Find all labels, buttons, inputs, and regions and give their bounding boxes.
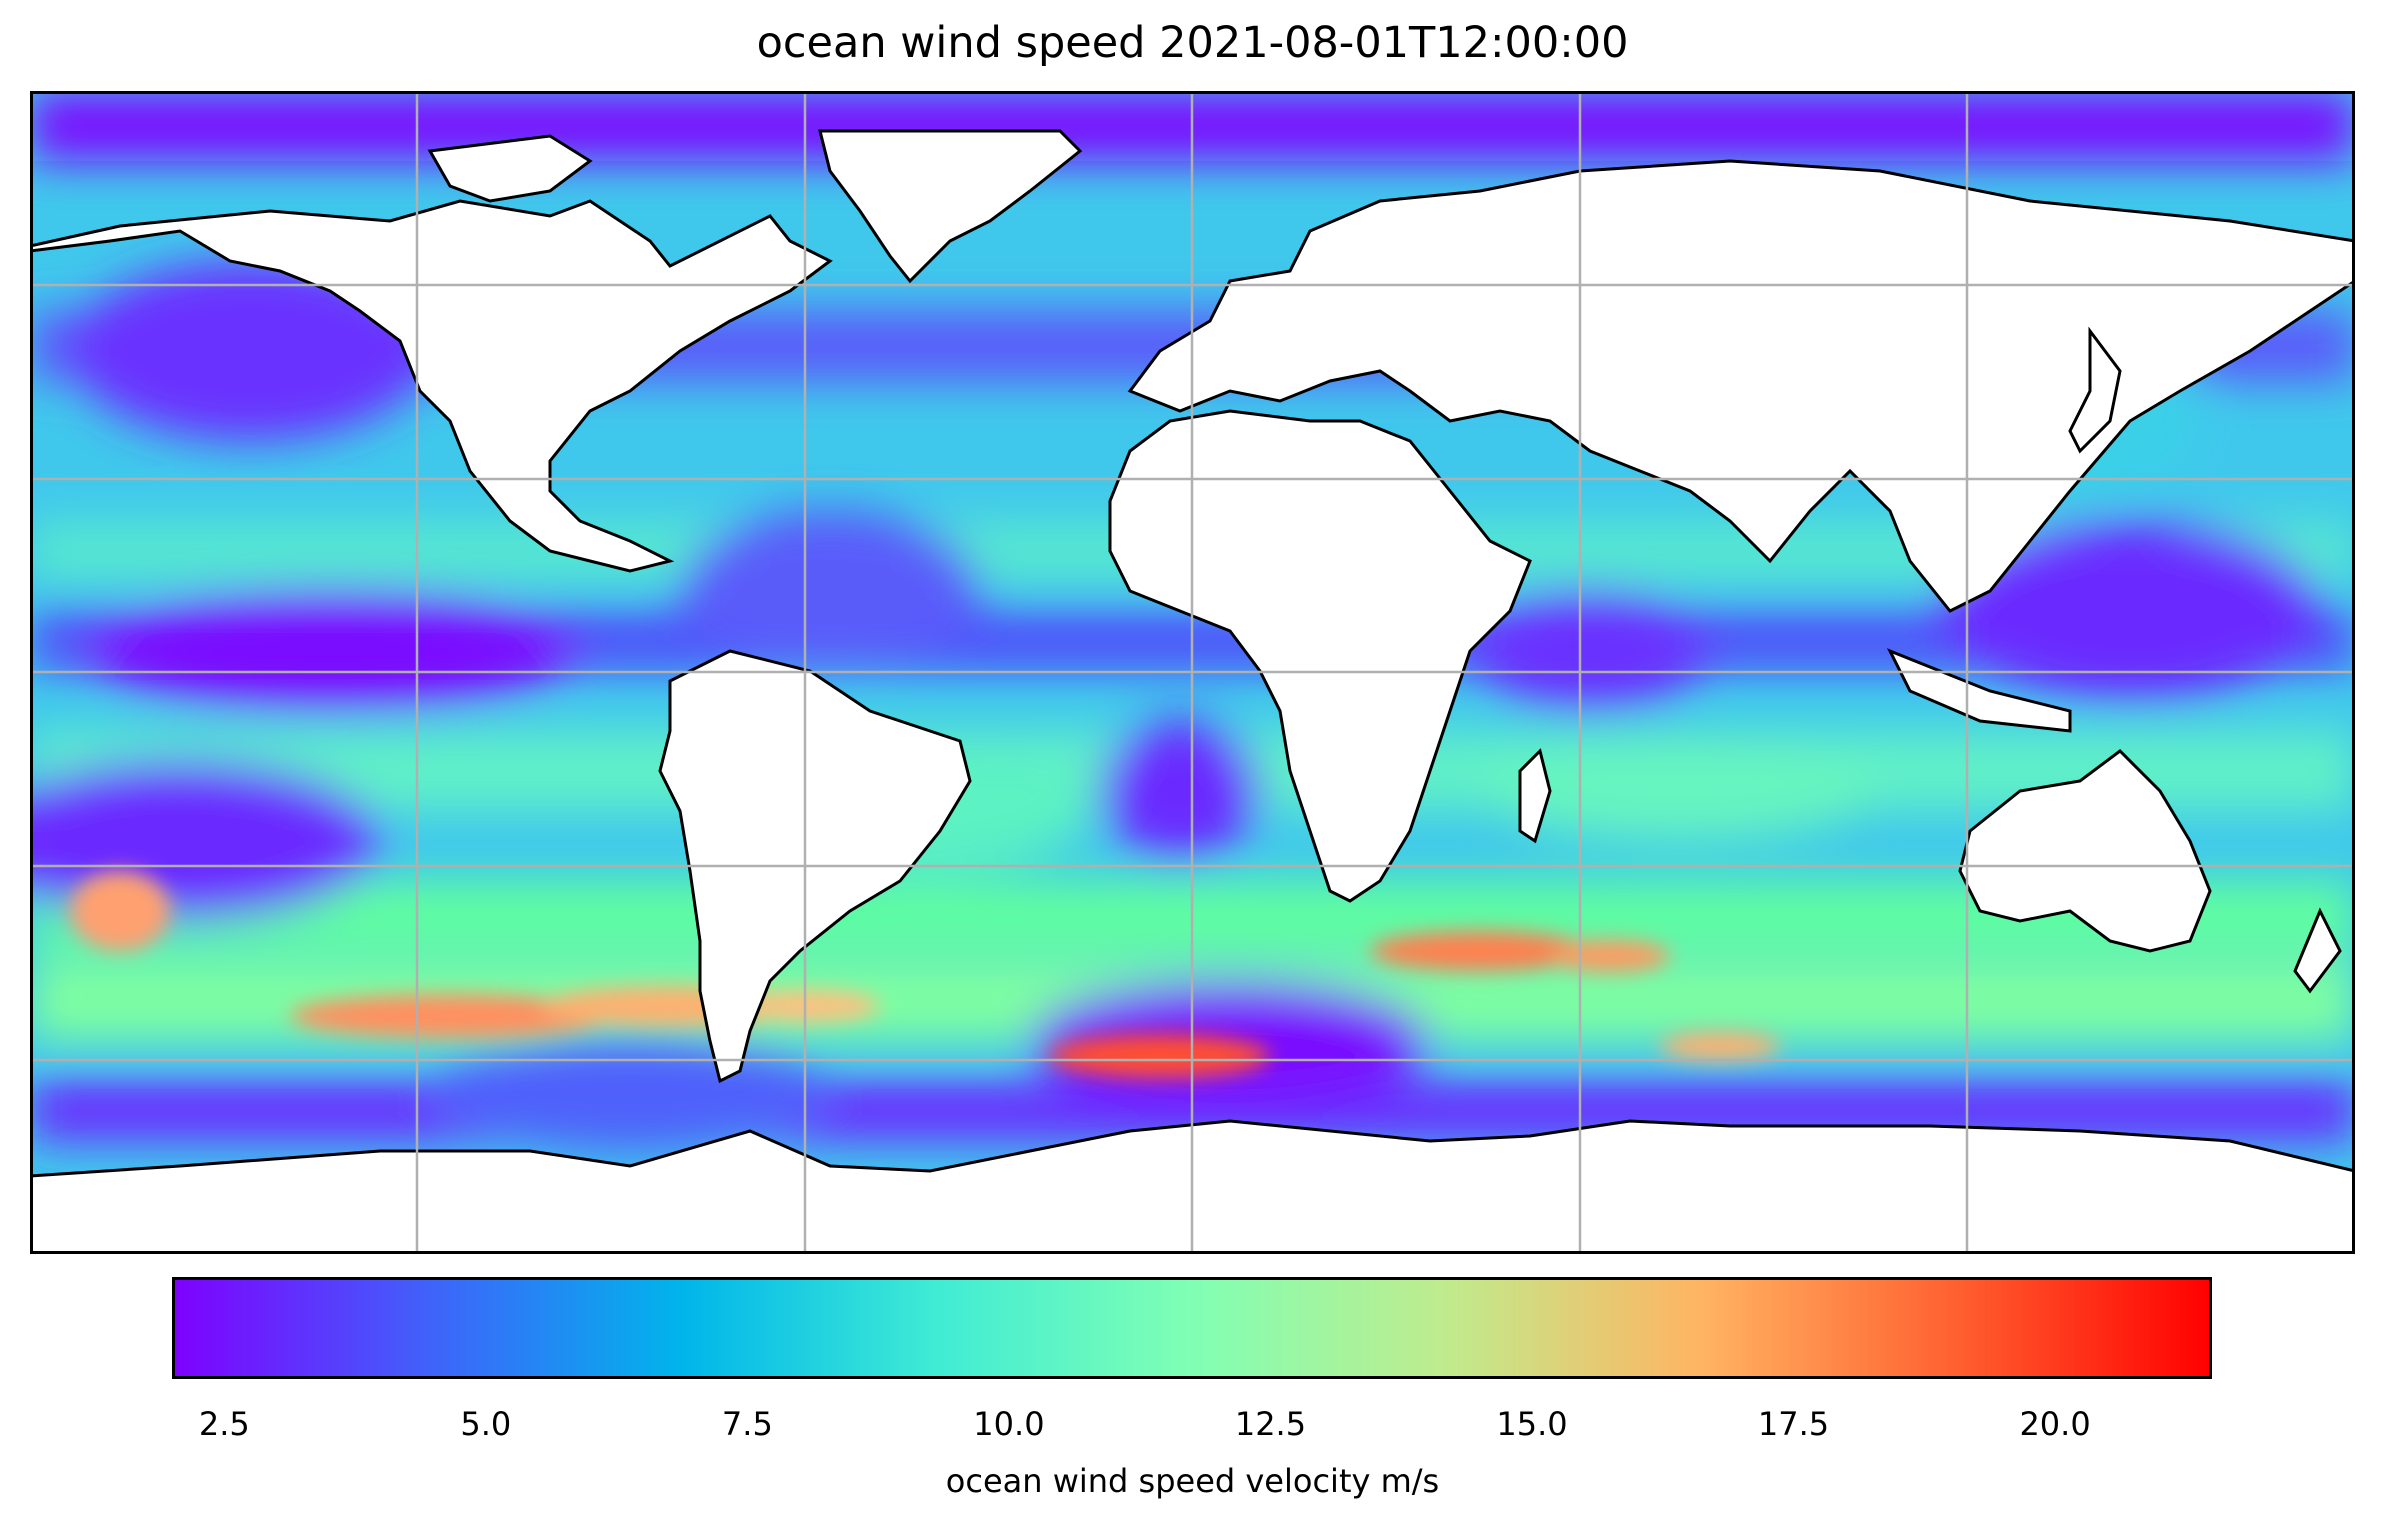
map-frame xyxy=(30,91,2355,1254)
colorbar xyxy=(172,1277,2212,1379)
colorbar-tick-label: 20.0 xyxy=(2019,1405,2091,1443)
wind-speed-map xyxy=(30,91,2355,1254)
colorbar-ticks xyxy=(223,1377,2057,1379)
gridlines xyxy=(30,91,2355,1254)
australia xyxy=(1958,749,2212,953)
colorbar-tick-label: 15.0 xyxy=(1496,1405,1568,1443)
colorbar-tick-label: 5.0 xyxy=(460,1405,512,1443)
colorbar-tick-label: 17.5 xyxy=(1757,1405,1830,1443)
arctic-islands xyxy=(427,134,593,203)
japan xyxy=(2068,326,2122,454)
north-america xyxy=(30,199,833,573)
new-zealand xyxy=(2293,907,2342,994)
colorbar-tick-label: 10.0 xyxy=(973,1405,1045,1443)
africa xyxy=(1108,409,1532,903)
colorbar-gradient xyxy=(172,1277,2212,1379)
map-title: ocean wind speed 2021-08-01T12:00:00 xyxy=(756,18,1629,68)
colorbar-tick-label: 2.5 xyxy=(198,1405,250,1443)
colorbar-tick-label: 12.5 xyxy=(1234,1405,1307,1443)
colorbar-label: ocean wind speed velocity m/s xyxy=(945,1462,1440,1500)
madagascar xyxy=(1518,748,1552,844)
greenland xyxy=(818,129,1083,284)
land-masses xyxy=(30,129,2355,1254)
colorbar-tick-label: 7.5 xyxy=(721,1405,773,1443)
eurasia xyxy=(1127,159,2355,613)
